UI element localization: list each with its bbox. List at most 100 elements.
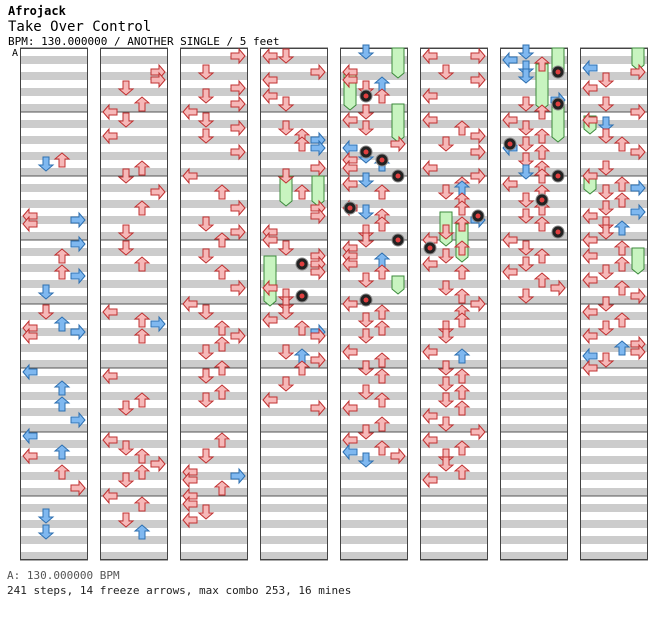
step-arrow (390, 447, 406, 465)
beat-band (180, 104, 248, 112)
step-arrow (533, 56, 551, 72)
beat-band (500, 168, 568, 176)
beat-band (260, 408, 328, 416)
step-arrow (613, 192, 631, 208)
step-arrow (70, 411, 86, 429)
mine-core (363, 93, 369, 99)
step-arrow (310, 63, 326, 81)
beat-band (20, 376, 88, 384)
step-arrow (373, 392, 391, 408)
beat-band (180, 520, 248, 528)
beat-band (340, 376, 408, 384)
step-arrow (230, 199, 246, 217)
step-arrow (422, 255, 438, 273)
beat-band (100, 472, 168, 480)
step-arrow (37, 284, 55, 300)
beat-band (500, 392, 568, 400)
step-arrow (230, 95, 246, 113)
step-arrow (197, 504, 215, 520)
column-border (420, 48, 488, 560)
column-border (100, 48, 168, 560)
step-arrow (422, 47, 438, 65)
step-arrow (342, 159, 358, 177)
beat-band (420, 184, 488, 192)
step-arrow (597, 96, 615, 112)
step-arrow (630, 179, 646, 197)
beat-band (580, 200, 648, 208)
step-arrow (630, 143, 646, 161)
beat-band (20, 104, 88, 112)
step-arrow (182, 495, 198, 513)
step-arrow (373, 304, 391, 320)
step-arrow (422, 87, 438, 105)
beat-band (180, 168, 248, 176)
beat-band (420, 200, 488, 208)
step-arrow (373, 368, 391, 384)
mine-core (475, 213, 481, 219)
chart-column (20, 47, 88, 561)
step-arrow (182, 103, 198, 121)
beat-band (580, 520, 648, 528)
beat-band (340, 184, 408, 192)
beat-band (580, 248, 648, 256)
step-arrow (213, 432, 231, 448)
step-arrow (582, 359, 598, 377)
step-arrow (630, 343, 646, 361)
step-arrow (437, 360, 455, 376)
beat-band (580, 120, 648, 128)
beat-band (580, 456, 648, 464)
beat-band (100, 360, 168, 368)
beat-band (420, 72, 488, 80)
beat-band (20, 200, 88, 208)
step-arrow (597, 296, 615, 312)
step-arrow (277, 376, 295, 392)
beat-band (420, 56, 488, 64)
beat-band (100, 56, 168, 64)
beat-band (20, 424, 88, 432)
step-arrow (213, 320, 231, 336)
mine-core (539, 197, 545, 203)
beat-band (260, 296, 328, 304)
freeze-arrow (279, 175, 293, 207)
step-arrow (517, 68, 535, 84)
step-arrow (53, 380, 71, 396)
beat-band (260, 248, 328, 256)
beat-band (20, 72, 88, 80)
step-arrow (582, 231, 598, 249)
mine-core (555, 229, 561, 235)
step-arrow (630, 103, 646, 121)
beat-band (260, 264, 328, 272)
beat-band (500, 232, 568, 240)
beat-band (100, 488, 168, 496)
beat-band (20, 56, 88, 64)
step-arrow (197, 88, 215, 104)
step-arrow (517, 152, 535, 168)
beat-band (340, 488, 408, 496)
step-arrow (517, 288, 535, 304)
beat-band (500, 520, 568, 528)
step-arrow (102, 103, 118, 121)
step-arrow (197, 448, 215, 464)
beat-band (260, 232, 328, 240)
beat-band (260, 392, 328, 400)
beat-band (20, 232, 88, 240)
step-arrow (613, 220, 631, 236)
freeze-arrow (263, 255, 277, 307)
step-arrow (70, 479, 86, 497)
step-arrow (197, 128, 215, 144)
beat-band (500, 56, 568, 64)
beat-band (580, 152, 648, 160)
beat-band (420, 120, 488, 128)
beat-band (260, 440, 328, 448)
beat-band (260, 472, 328, 480)
beat-band (420, 328, 488, 336)
chart-column (420, 47, 488, 561)
step-arrow (582, 247, 598, 265)
step-arrow (293, 136, 311, 152)
beat-band (500, 376, 568, 384)
step-arrow (613, 280, 631, 296)
beat-band (340, 136, 408, 144)
step-arrow (453, 288, 471, 304)
step-arrow (597, 352, 615, 368)
beat-band (260, 344, 328, 352)
